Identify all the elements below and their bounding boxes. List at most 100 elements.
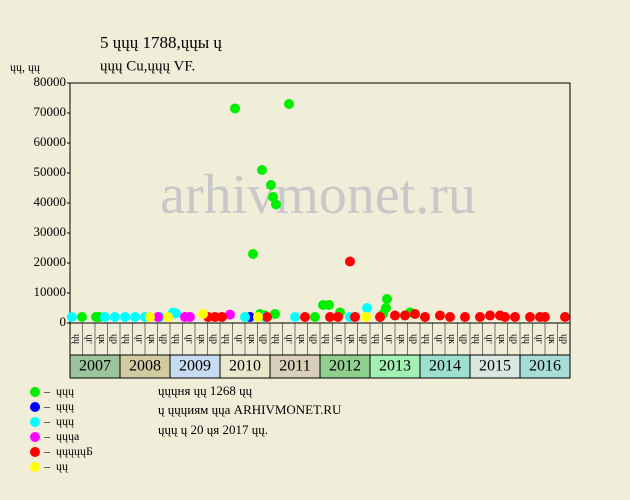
quarter-label: ųг [533,334,544,343]
point [266,180,276,190]
quarter-label: ųр [208,334,219,344]
legend-marker [30,387,40,397]
legend-marker [30,417,40,427]
x-tick-label: 2011 [279,358,310,375]
point [284,99,294,109]
x-tick-label: 2014 [429,358,461,375]
legend-marker [30,402,40,412]
point [350,312,360,322]
point [217,312,227,322]
y-tick-label: 10000 [34,284,67,299]
point [248,249,258,259]
point [240,312,250,322]
point [435,310,445,321]
quarter-label: ųų [121,334,132,344]
x-tick-label: 2007 [79,358,111,375]
point [110,312,120,322]
point [310,312,320,322]
quarter-label: ųк [146,334,157,344]
quarter-label: ųų [271,334,282,344]
point [400,310,410,321]
point [253,312,263,322]
point [77,312,87,322]
legend-dash: – [43,459,51,473]
point [445,312,455,322]
point [500,312,510,322]
point [271,199,281,210]
quarter-label: ųк [396,334,407,344]
y-tick-label: 20000 [34,254,67,269]
legend-marker [30,462,40,472]
quarter-label: ųг [283,334,294,343]
note: ų ųųųиям ųųа ARHIVMONET.RU [158,402,342,417]
y-tick-label: 0 [60,314,67,329]
point [525,312,535,322]
note: ųųųня ųų 1268 ųų [158,383,253,398]
quarter-label: ųк [246,334,257,344]
quarter-label: ųг [133,334,144,343]
quarter-label: ųų [71,334,82,344]
legend-marker [30,447,40,457]
point [67,312,77,322]
y-tick-label: 60000 [34,134,67,149]
point [420,312,430,322]
legend-dash: – [43,399,51,413]
point [375,312,385,322]
quarter-label: ųк [196,334,207,344]
point [290,312,300,322]
point [270,309,280,319]
y-tick-label: 40000 [34,194,67,209]
legend-marker [30,432,40,442]
quarter-label: ųк [496,334,507,344]
quarter-label: ųг [433,334,444,343]
quarter-label: ųų [471,334,482,344]
quarter-label: ųк [96,334,107,344]
chart-title: 5 ųųų 1788,ųųы ų [100,33,222,52]
y-tick-label: 80000 [34,74,67,89]
point [510,312,520,322]
quarter-label: ųр [558,334,569,344]
point [153,312,163,322]
point [198,309,208,319]
point [460,312,470,322]
point [485,310,495,321]
x-tick-label: 2010 [229,358,261,375]
point [410,309,420,319]
point [475,312,485,322]
quarter-label: ųр [408,334,419,344]
quarter-label: ųų [521,334,532,344]
legend-label: ųųų [56,399,74,413]
legend-label: ųųų [56,414,74,428]
point [262,312,272,322]
point [225,309,235,320]
x-tick-label: 2016 [529,358,561,375]
y-tick-label: 50000 [34,164,67,179]
point [120,312,130,322]
point [268,192,278,202]
x-tick-label: 2013 [379,358,411,375]
x-tick-label: 2009 [179,358,211,375]
point [171,308,181,319]
point [361,312,371,322]
quarter-label: ųг [383,334,394,343]
quarter-label: ųг [333,334,344,343]
quarter-label: ųг [233,334,244,343]
point [230,103,240,114]
quarter-label: ųр [258,334,269,344]
y-tick-label: 30000 [34,224,67,239]
quarter-label: ųр [458,334,469,344]
quarter-label: ųк [296,334,307,344]
point [333,312,343,322]
x-tick-label: 2015 [479,358,511,375]
x-tick-label: 2008 [129,358,161,375]
quarter-label: ųр [308,334,319,344]
point [185,312,195,322]
point [300,312,310,322]
quarter-label: ųр [158,334,169,344]
quarter-label: ųк [346,334,357,344]
point [324,300,334,310]
point [210,312,220,322]
quarter-label: ųų [321,334,332,344]
point [130,312,140,322]
quarter-label: ųų [371,334,382,344]
